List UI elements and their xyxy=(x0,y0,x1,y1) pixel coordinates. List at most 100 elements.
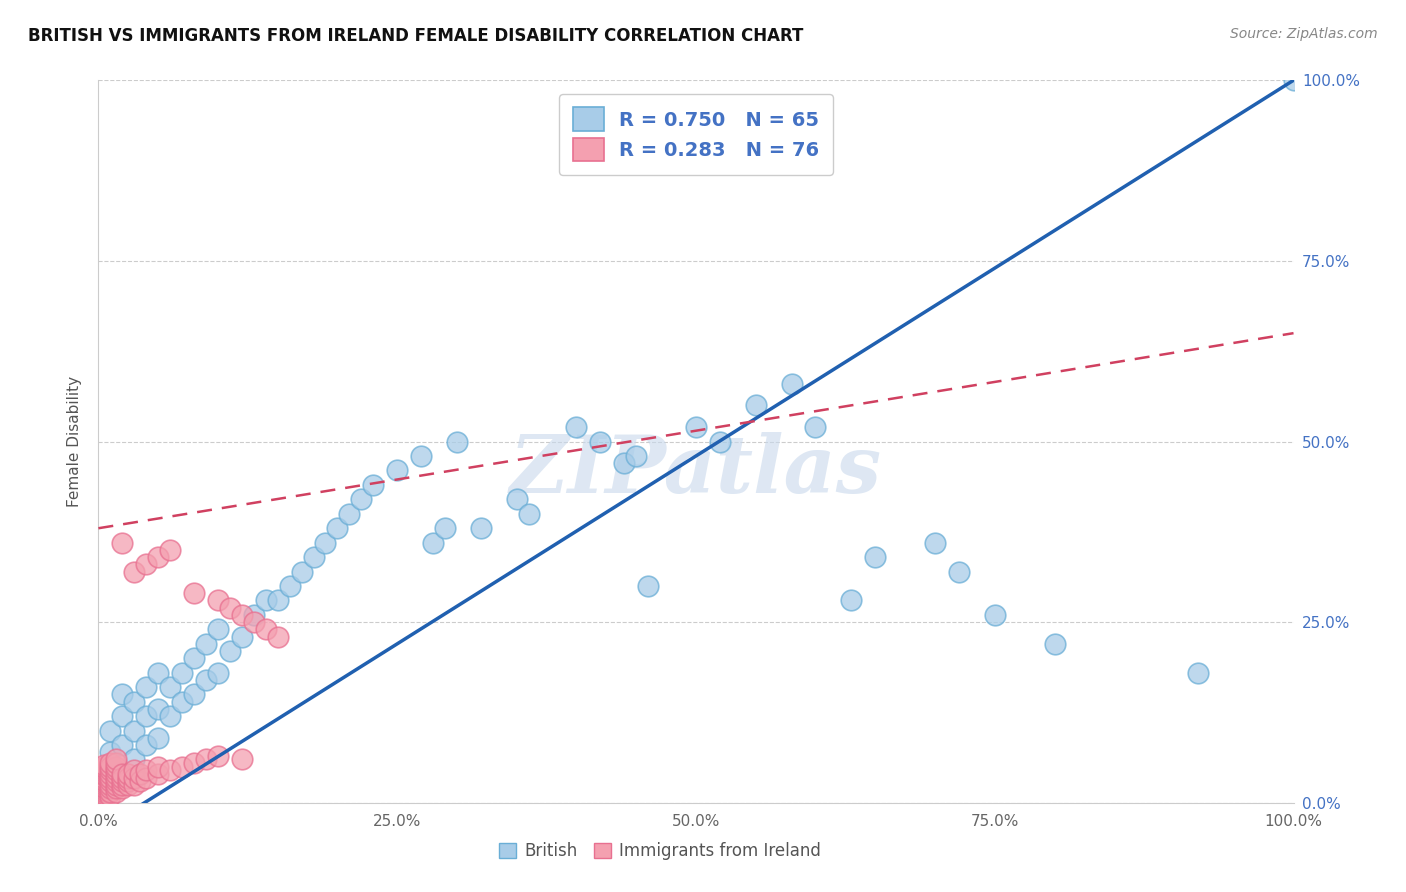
Point xyxy=(98,723,122,738)
Point xyxy=(745,398,768,412)
Point xyxy=(93,790,115,805)
Point xyxy=(231,607,253,622)
Point xyxy=(129,774,152,789)
Point xyxy=(93,792,115,806)
Point xyxy=(93,758,115,772)
Point xyxy=(172,665,194,680)
Point xyxy=(135,558,157,572)
Point xyxy=(93,764,115,778)
Point xyxy=(159,680,181,694)
Point xyxy=(98,781,122,796)
Point xyxy=(231,752,253,766)
Point xyxy=(98,778,122,792)
Point xyxy=(111,781,134,796)
Point xyxy=(219,600,242,615)
Point xyxy=(111,771,134,785)
Point xyxy=(159,709,181,723)
Point xyxy=(278,579,301,593)
Point xyxy=(111,738,134,752)
Point xyxy=(124,778,146,792)
Point xyxy=(124,723,146,738)
Point xyxy=(93,771,115,785)
Point xyxy=(111,535,134,549)
Point xyxy=(326,521,349,535)
Point xyxy=(841,593,863,607)
Point xyxy=(267,630,290,644)
Point xyxy=(195,752,218,766)
Point xyxy=(470,521,492,535)
Point xyxy=(267,593,290,607)
Point xyxy=(105,771,128,785)
Point xyxy=(93,781,115,796)
Point xyxy=(1187,665,1209,680)
Point xyxy=(105,781,128,796)
Point xyxy=(98,764,122,778)
Point xyxy=(219,644,242,658)
Point xyxy=(385,463,409,477)
Point xyxy=(446,434,468,449)
Point xyxy=(148,550,170,565)
Point xyxy=(117,774,139,789)
Point xyxy=(93,774,115,789)
Point xyxy=(98,767,122,781)
Point xyxy=(984,607,1007,622)
Point xyxy=(98,745,122,759)
Point xyxy=(135,764,157,778)
Point xyxy=(117,778,139,792)
Point xyxy=(363,478,385,492)
Point xyxy=(124,565,146,579)
Point xyxy=(148,767,170,781)
Point xyxy=(159,764,181,778)
Point xyxy=(924,535,946,549)
Point xyxy=(565,420,588,434)
Point xyxy=(254,623,277,637)
Point xyxy=(117,771,139,785)
Point xyxy=(93,767,115,781)
Point xyxy=(195,673,218,687)
Point xyxy=(93,772,115,787)
Point xyxy=(98,760,122,774)
Point xyxy=(780,376,803,391)
Point xyxy=(148,665,170,680)
Point xyxy=(207,623,229,637)
Point xyxy=(1282,73,1305,87)
Point xyxy=(124,752,146,766)
Point xyxy=(135,738,157,752)
Point xyxy=(291,565,314,579)
Point xyxy=(93,789,115,803)
Point xyxy=(207,665,229,680)
Point xyxy=(98,771,122,785)
Point xyxy=(93,775,115,789)
Point xyxy=(183,687,205,701)
Point xyxy=(183,586,205,600)
Point xyxy=(93,782,115,797)
Point xyxy=(93,780,115,794)
Point xyxy=(148,760,170,774)
Point xyxy=(172,760,194,774)
Point xyxy=(804,420,827,434)
Point xyxy=(124,695,146,709)
Point xyxy=(117,767,139,781)
Point xyxy=(124,771,146,785)
Point xyxy=(183,651,205,665)
Point xyxy=(637,579,659,593)
Point xyxy=(111,767,134,781)
Point xyxy=(685,420,707,434)
Point xyxy=(350,492,373,507)
Point xyxy=(105,760,128,774)
Point xyxy=(148,731,170,745)
Point xyxy=(948,565,970,579)
Point xyxy=(105,778,128,792)
Point xyxy=(589,434,612,449)
Point xyxy=(231,630,253,644)
Point xyxy=(243,615,266,630)
Point xyxy=(506,492,529,507)
Text: BRITISH VS IMMIGRANTS FROM IRELAND FEMALE DISABILITY CORRELATION CHART: BRITISH VS IMMIGRANTS FROM IRELAND FEMAL… xyxy=(28,27,803,45)
Point xyxy=(254,593,277,607)
Point xyxy=(302,550,325,565)
Point xyxy=(1043,637,1066,651)
Point xyxy=(626,449,648,463)
Point xyxy=(135,680,157,694)
Point xyxy=(172,695,194,709)
Point xyxy=(207,748,229,763)
